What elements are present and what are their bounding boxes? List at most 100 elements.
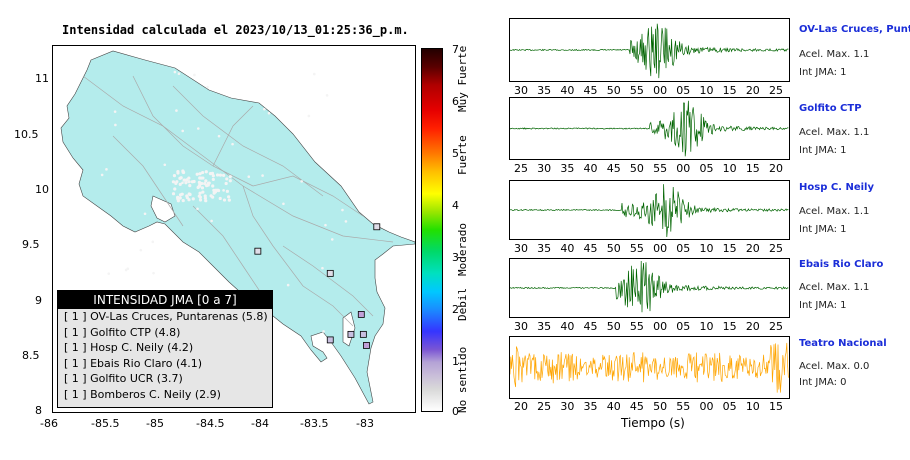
lon-tick: -85 bbox=[146, 417, 164, 430]
time-tick: 10 bbox=[699, 242, 714, 255]
waveform-panel bbox=[509, 336, 790, 399]
time-tick: 05 bbox=[722, 400, 737, 413]
lon-tick: -86 bbox=[40, 417, 58, 430]
station-jma: Int JMA: 0 bbox=[799, 377, 847, 388]
time-tick: 05 bbox=[676, 84, 691, 97]
time-tick: 40 bbox=[560, 84, 575, 97]
station-jma: Int JMA: 1 bbox=[799, 224, 847, 235]
costa-rica-map bbox=[60, 50, 415, 405]
station-jma: Int JMA: 1 bbox=[799, 67, 847, 78]
time-tick: 45 bbox=[629, 400, 644, 413]
time-tick: 20 bbox=[745, 84, 760, 97]
station-jma: Int JMA: 1 bbox=[799, 145, 847, 156]
time-tick: 05 bbox=[676, 320, 691, 333]
station-marker bbox=[373, 223, 381, 231]
lon-tick: -84.5 bbox=[196, 417, 225, 430]
lon-tick: -85.5 bbox=[91, 417, 120, 430]
lat-tick: 8.5 bbox=[22, 349, 40, 362]
waveform-panel bbox=[509, 18, 790, 82]
colorbar-label: Muy Fuerte bbox=[456, 45, 469, 112]
colorbar-tick: 6 bbox=[452, 95, 459, 108]
waveform-line bbox=[509, 100, 789, 157]
time-tick: 15 bbox=[769, 400, 783, 413]
time-tick: 00 bbox=[699, 400, 714, 413]
colorbar-label: Debil bbox=[456, 287, 469, 321]
station-name: OV-Las Cruces, Puntar bbox=[799, 24, 910, 35]
waveform-line bbox=[509, 260, 789, 313]
colorbar-tick: 3 bbox=[452, 251, 459, 264]
time-tick: 20 bbox=[514, 400, 528, 413]
time-tick: 05 bbox=[676, 242, 691, 255]
time-tick: 30 bbox=[537, 162, 552, 175]
time-axis: 20 25 30 35 40 45 50 55 00 05 10 15 bbox=[509, 400, 788, 414]
time-tick: 30 bbox=[514, 320, 528, 333]
time-tick: 35 bbox=[537, 242, 552, 255]
station-marker bbox=[359, 330, 367, 338]
time-tick: 45 bbox=[583, 84, 598, 97]
colorbar-tick: 0 bbox=[452, 405, 459, 418]
time-tick: 35 bbox=[560, 162, 575, 175]
time-axis: 30 35 40 45 50 55 00 05 10 15 20 25 bbox=[509, 84, 788, 98]
time-tick: 35 bbox=[537, 320, 552, 333]
time-tick: 55 bbox=[629, 320, 644, 333]
time-tick: 10 bbox=[745, 400, 760, 413]
intensity-legend: INTENSIDAD JMA [0 a 7] [ 1 ] OV-Las Cruc… bbox=[57, 290, 273, 408]
time-tick: 40 bbox=[606, 400, 621, 413]
time-tick: 30 bbox=[514, 84, 528, 97]
time-tick: 40 bbox=[560, 320, 575, 333]
station-jma: Int JMA: 1 bbox=[799, 300, 847, 311]
colorbar-label: No sentido bbox=[456, 346, 469, 413]
time-tick: 05 bbox=[699, 162, 714, 175]
roads bbox=[82, 75, 394, 327]
time-tick: 00 bbox=[676, 162, 691, 175]
time-tick: 55 bbox=[653, 162, 668, 175]
time-tick: 30 bbox=[560, 400, 575, 413]
time-tick: 25 bbox=[769, 84, 783, 97]
time-tick: 40 bbox=[560, 242, 575, 255]
waveform-trace bbox=[509, 260, 789, 313]
time-axis: 25 30 35 40 45 50 55 00 05 10 15 20 bbox=[509, 162, 788, 176]
waveform-line bbox=[509, 342, 789, 393]
time-tick: 00 bbox=[653, 320, 668, 333]
time-tick: 10 bbox=[699, 84, 714, 97]
lat-tick: 9.5 bbox=[22, 238, 40, 251]
intensity-colorbar bbox=[421, 48, 443, 412]
time-tick: 25 bbox=[769, 242, 783, 255]
time-tick: 55 bbox=[629, 242, 644, 255]
time-tick: 50 bbox=[629, 162, 644, 175]
station-marker bbox=[357, 310, 365, 318]
station-accel: Acel. Max. 1.1 bbox=[799, 206, 870, 217]
time-tick: 50 bbox=[606, 84, 621, 97]
time-tick: 25 bbox=[514, 162, 528, 175]
station-name: Teatro Nacional bbox=[799, 338, 887, 349]
waveform-trace bbox=[509, 342, 789, 393]
legend-item: [ 1 ] OV-Las Cruces, Puntarenas (5.8) bbox=[64, 310, 268, 323]
time-tick: 55 bbox=[629, 84, 644, 97]
time-tick: 25 bbox=[537, 400, 552, 413]
lon-tick: -83 bbox=[356, 417, 374, 430]
time-tick: 45 bbox=[583, 242, 598, 255]
station-accel: Acel. Max. 1.1 bbox=[799, 49, 870, 60]
station-accel: Acel. Max. 0.0 bbox=[799, 361, 870, 372]
colorbar-tick: 5 bbox=[452, 147, 459, 160]
population-dots bbox=[100, 70, 348, 345]
waveform-line bbox=[509, 23, 789, 79]
waveform-line bbox=[509, 184, 789, 238]
lat-tick: 10 bbox=[35, 183, 49, 196]
legend-item: [ 1 ] Golfito CTP (4.8) bbox=[64, 325, 181, 339]
costa-rica-landmass bbox=[60, 50, 415, 405]
time-tick: 10 bbox=[722, 162, 737, 175]
colorbar-label: Moderado bbox=[456, 223, 469, 276]
time-tick: 35 bbox=[537, 84, 552, 97]
time-tick: 25 bbox=[769, 320, 783, 333]
time-tick: 50 bbox=[606, 242, 621, 255]
time-tick: 15 bbox=[722, 84, 737, 97]
station-marker bbox=[326, 269, 334, 277]
map-title: Intensidad calculada el 2023/10/13_01:25… bbox=[62, 23, 409, 37]
waveform-trace bbox=[509, 23, 789, 79]
time-tick: 50 bbox=[653, 400, 668, 413]
lat-tick: 9 bbox=[35, 294, 42, 307]
time-axis: 30 35 40 45 50 55 00 05 10 15 20 25 bbox=[509, 320, 788, 334]
time-tick: 30 bbox=[514, 242, 528, 255]
waveform-panel bbox=[509, 258, 790, 318]
